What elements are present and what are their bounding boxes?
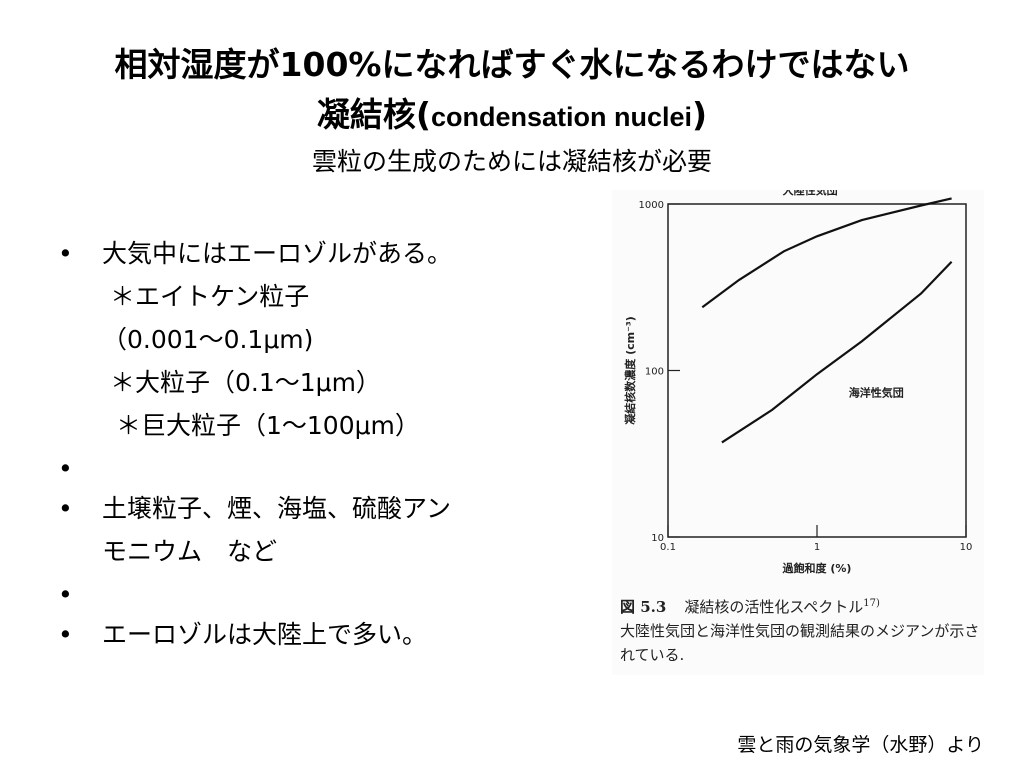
bullet-line: 大気中にはエーロゾルがある。 (102, 239, 453, 268)
page-title-line2: 凝結核(condensation nuclei) (0, 88, 1024, 136)
series-label: 大陸性気団 (783, 190, 838, 197)
bullet-line: ＊巨大粒子（1～100μm） (116, 411, 420, 440)
bullet-item: エーロゾルは大陸上で多い。 (58, 613, 558, 656)
bullet-line: ＊大粒子（0.1～1μm） (110, 368, 381, 397)
x-tick-label: 0.1 (660, 542, 676, 553)
title-term-en: condensation nuclei (430, 102, 693, 132)
figure-caption-title: 凝結核の活性化スペクトル (684, 598, 864, 616)
bullet-line: ＊エイトケン粒子 (110, 282, 310, 311)
bullet-item: 大気中にはエーロゾルがある。 ＊エイトケン粒子 （0.001～0.1μm) ＊大… (58, 232, 558, 447)
plot-frame (667, 203, 967, 538)
figure-caption-ref: 17) (863, 598, 880, 609)
y-axis-label: 凝結核数濃度 (cm⁻³) (623, 316, 637, 425)
bullet-item: 土壌粒子、煙、海塩、硫酸アン モニウム など (58, 487, 558, 573)
spacer (58, 573, 558, 616)
bullet-line: エーロゾルは大陸上で多い。 (102, 620, 428, 649)
bullet-line: モニウム など (102, 537, 278, 566)
title-term-ja: 凝結核( (316, 95, 431, 134)
x-axis-label: 過飽和度 (%) (782, 561, 852, 575)
figure-number: 図 5.3 (620, 598, 667, 616)
source-credit: 雲と雨の気象学（水野）より (737, 734, 984, 756)
series-line (701, 197, 952, 309)
subtitle: 雲粒の生成のためには凝結核が必要 (311, 147, 712, 176)
x-tick-label: 10 (960, 542, 973, 553)
x-tick-label: 1 (814, 542, 820, 553)
bullet-line: 土壌粒子、煙、海塩、硫酸アン (102, 494, 452, 523)
bullet-list: 大気中にはエーロゾルがある。 ＊エイトケン粒子 （0.001～0.1μm) ＊大… (58, 232, 558, 656)
y-tick-label: 100 (645, 367, 664, 378)
page-title: 相対湿度が100%になればすぐ水になるわけではない (114, 45, 910, 84)
series-line (721, 260, 953, 444)
spacer (58, 447, 558, 490)
y-tick-label: 1000 (639, 200, 664, 211)
bullet-line: （0.001～0.1μm) (102, 325, 314, 354)
y-tick-label: 10 (651, 533, 664, 544)
activation-spectrum-chart: 0.1 1 10 10 100 1000 過飽和度 (%) 凝結核数濃度 (cm⁻³) 大陸性気… (623, 190, 973, 575)
figure-caption: 図 5.3 凝結核の活性化スペクトル17) 大陸性気団と海洋性気団の観測結果のメジ… (620, 592, 980, 667)
series-label: 海洋性気団 (849, 385, 904, 399)
figure-caption-body: 大陸性気団と海洋性気団の観測結果のメジアンが示されている. (620, 622, 980, 664)
title-paren-close: ) (692, 95, 708, 134)
figure-panel: 0.1 1 10 10 100 1000 過飽和度 (%) 凝結核数濃度 (cm⁻³) 大陸性気… (612, 190, 984, 675)
